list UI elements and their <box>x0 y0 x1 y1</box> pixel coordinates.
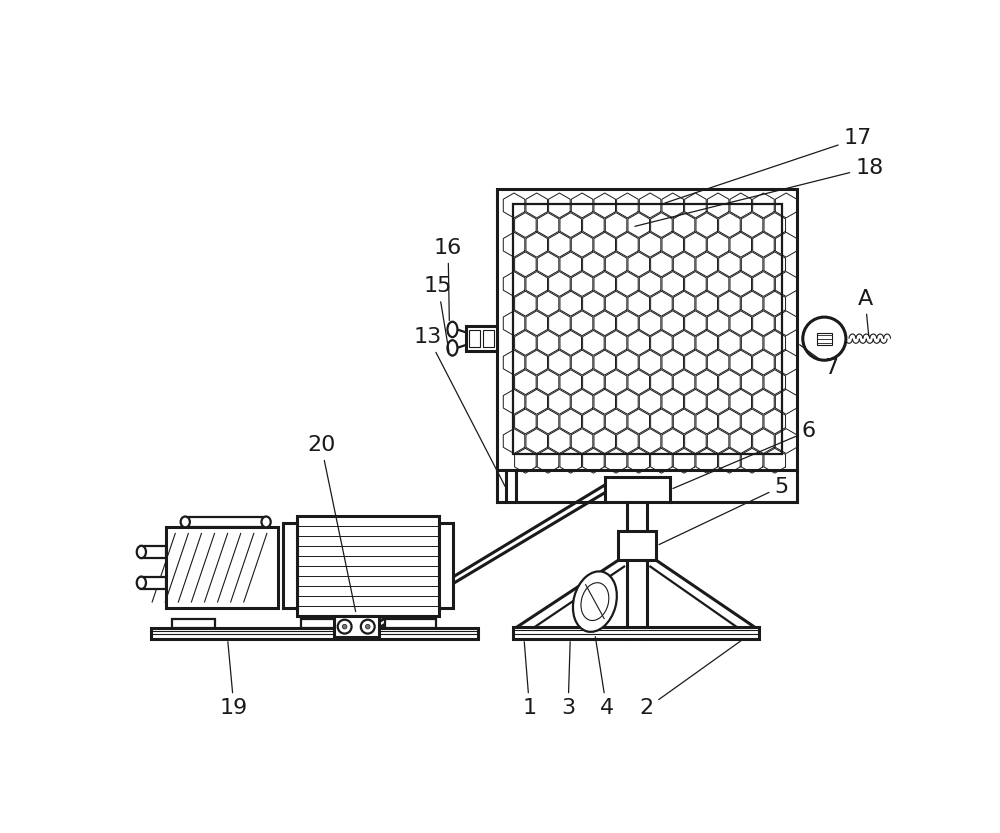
Circle shape <box>803 317 846 360</box>
Text: 7: 7 <box>800 345 838 378</box>
Ellipse shape <box>181 516 190 527</box>
Bar <box>512 627 759 639</box>
Bar <box>483 330 494 347</box>
Text: 3: 3 <box>561 641 575 718</box>
Bar <box>385 619 436 628</box>
Text: A: A <box>857 288 873 336</box>
Bar <box>497 188 797 470</box>
Bar <box>618 531 656 561</box>
Text: 1: 1 <box>523 641 537 718</box>
Bar <box>151 628 478 639</box>
Bar <box>283 523 297 608</box>
Text: 15: 15 <box>424 277 452 352</box>
Text: 16: 16 <box>434 237 462 321</box>
Text: 5: 5 <box>659 476 789 545</box>
Text: 20: 20 <box>307 435 356 611</box>
Bar <box>466 327 497 351</box>
Text: 18: 18 <box>635 157 883 227</box>
Bar <box>301 619 351 628</box>
Text: 17: 17 <box>665 128 872 203</box>
Circle shape <box>365 624 370 629</box>
Ellipse shape <box>447 322 457 337</box>
Circle shape <box>338 620 352 634</box>
Bar <box>334 616 379 637</box>
Ellipse shape <box>137 576 146 589</box>
Ellipse shape <box>573 571 617 632</box>
Text: 6: 6 <box>673 421 815 488</box>
Bar <box>469 330 480 347</box>
Text: 19: 19 <box>220 641 248 718</box>
Ellipse shape <box>261 516 271 527</box>
Bar <box>166 527 278 608</box>
Ellipse shape <box>447 340 457 356</box>
Circle shape <box>361 620 375 634</box>
Bar <box>185 516 266 527</box>
Text: 4: 4 <box>595 636 614 718</box>
Bar <box>297 516 439 616</box>
Text: 2: 2 <box>640 641 741 718</box>
Bar <box>817 332 832 345</box>
Bar <box>141 576 166 589</box>
Ellipse shape <box>137 546 146 558</box>
Bar <box>605 477 670 502</box>
Bar <box>512 204 782 454</box>
Bar <box>141 546 166 558</box>
Bar <box>439 523 453 608</box>
Bar <box>172 619 215 628</box>
Circle shape <box>342 624 347 629</box>
Ellipse shape <box>581 583 609 621</box>
Text: 13: 13 <box>414 327 505 486</box>
